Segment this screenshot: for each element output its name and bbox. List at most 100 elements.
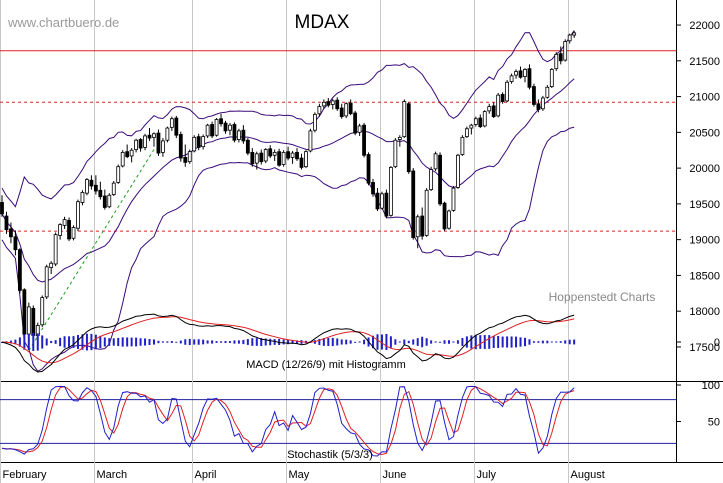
candle-body	[348, 102, 353, 115]
candle-body	[402, 101, 407, 138]
x-tick-label: July	[477, 469, 497, 481]
candle-body	[272, 151, 277, 156]
candle-body	[317, 106, 322, 115]
candle	[286, 146, 290, 161]
macd-histogram-bar	[564, 340, 567, 344]
candle-body	[76, 201, 80, 229]
candle-body	[259, 152, 264, 163]
candle-body	[210, 124, 214, 137]
candle	[178, 131, 183, 162]
candle	[295, 148, 299, 161]
candle-body	[178, 134, 183, 159]
candle	[80, 190, 85, 206]
candle	[415, 214, 420, 249]
macd-histogram-bar	[197, 339, 200, 345]
macd-histogram-bar	[474, 334, 477, 350]
macd-histogram-bar	[139, 338, 142, 346]
macd-histogram-bar	[188, 338, 191, 346]
candle	[339, 103, 344, 119]
macd-histogram-bar	[242, 339, 245, 345]
candle	[451, 186, 456, 212]
candle	[326, 98, 331, 108]
candle	[161, 138, 165, 157]
y-tick-label: 21000	[689, 92, 720, 104]
candle	[165, 126, 170, 143]
candle	[0, 195, 4, 217]
candle	[558, 46, 563, 65]
macd-histogram-bar	[23, 334, 26, 350]
x-tick-label: March	[97, 469, 128, 481]
macd-histogram-bar	[41, 335, 44, 349]
candle	[259, 149, 264, 165]
candle-body	[49, 262, 54, 268]
macd-histogram-bar	[465, 336, 468, 348]
x-tick-label: June	[383, 469, 407, 481]
candle	[357, 123, 362, 136]
macd-histogram-bar	[157, 340, 160, 344]
candle	[53, 232, 58, 267]
candle	[299, 153, 304, 170]
candle-body	[31, 307, 36, 336]
watermark: www.chartbuero.de	[7, 15, 119, 30]
candle	[429, 166, 434, 192]
macd-histogram-bar	[148, 338, 151, 346]
candle-body	[241, 129, 246, 142]
macd-histogram-bar	[363, 339, 366, 345]
macd-histogram-bar	[528, 339, 531, 345]
candle-body	[473, 118, 478, 125]
candle	[514, 69, 518, 79]
candle	[402, 99, 407, 139]
candle	[375, 188, 380, 212]
candle	[554, 52, 559, 71]
candle	[49, 261, 54, 274]
stoch-y-tick-label: 100	[702, 380, 720, 392]
macd-histogram-bar	[327, 337, 330, 347]
macd-histogram-bar	[94, 334, 97, 350]
candle	[223, 120, 228, 134]
candle-body	[518, 70, 523, 78]
candle-body	[295, 151, 299, 160]
candle	[505, 80, 510, 103]
macd-histogram-bar	[18, 337, 21, 347]
macd-histogram-bar	[9, 340, 12, 344]
macd-histogram-bar	[412, 339, 415, 345]
macd-histogram-bar	[523, 337, 526, 347]
candle	[245, 138, 250, 156]
candle	[549, 67, 554, 88]
candle	[138, 138, 143, 152]
macd-histogram-bar	[497, 335, 500, 349]
candle-body	[339, 107, 344, 118]
macd-histogram-bar	[68, 336, 71, 348]
candle	[76, 199, 80, 232]
candle	[237, 128, 241, 143]
candle-body	[237, 130, 241, 140]
candle-body	[429, 169, 434, 190]
x-axis: February March April May June July August	[3, 469, 605, 481]
candle-body	[93, 184, 98, 192]
candle	[491, 102, 496, 119]
bollinger-lower-band	[1, 126, 575, 372]
candle-body	[134, 139, 139, 150]
macd-histogram-bar	[568, 339, 571, 345]
macd-histogram-bar	[354, 341, 357, 343]
macd-histogram-bar	[416, 338, 419, 346]
candle-body	[411, 170, 416, 238]
y-tick-label: 21500	[689, 56, 720, 68]
macd-histogram-bar	[76, 335, 79, 349]
macd-histogram-bar	[112, 338, 115, 346]
candle	[487, 103, 492, 114]
candle-body	[17, 249, 22, 291]
macd-histogram-bar	[501, 336, 504, 348]
macd-histogram-bar	[175, 341, 178, 343]
candle	[107, 193, 112, 209]
macd-histogram-bar	[439, 341, 442, 343]
candle-body	[174, 117, 179, 136]
candle-body	[22, 289, 27, 335]
macd-histogram-bar	[425, 338, 428, 346]
candle-body	[527, 68, 532, 88]
candle	[219, 113, 223, 127]
macd-histogram-bar	[161, 341, 164, 343]
macd-histogram-bar	[202, 339, 205, 345]
candle-body	[464, 128, 469, 138]
macd-histogram-bar	[291, 340, 294, 344]
